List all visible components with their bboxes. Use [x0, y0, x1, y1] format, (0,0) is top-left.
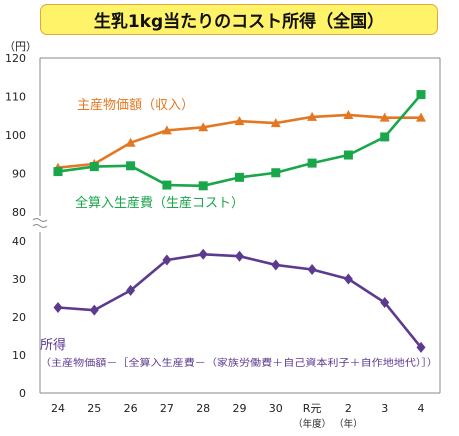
income-formula: （主産物価額－［全算入生産費－（家族労働費＋自己資本利子＋自作地地代）］）: [40, 357, 438, 369]
y-tick-label: 40: [12, 235, 26, 248]
data-point-cost: [198, 181, 208, 191]
plot-frame: [39, 57, 441, 394]
data-point-income: [235, 250, 244, 262]
x-tick-label: 28: [196, 402, 210, 415]
data-point-income: [162, 254, 172, 266]
x-tick-labels: 24 25 26 27 28 29 30 R元 （年度） 2 （年） 3 4: [51, 402, 425, 430]
series-income: [53, 248, 426, 353]
data-point-revenue: [379, 112, 390, 122]
data-point-revenue: [416, 112, 426, 122]
x-tick-label: 29: [233, 402, 247, 415]
data-point-cost: [53, 167, 63, 177]
data-point-cost: [162, 180, 172, 190]
data-point-revenue: [234, 116, 245, 126]
series-layer: [53, 90, 426, 353]
y-tick-label: 90: [12, 168, 26, 181]
series-cost: [53, 90, 426, 191]
y-tick-label: 0: [19, 387, 26, 400]
axis-break-mark: [32, 218, 48, 228]
x-tick-label: 30: [269, 402, 283, 415]
x-tick-label: R元: [303, 402, 322, 415]
y-unit-label: （円）: [4, 40, 37, 53]
data-point-income: [198, 248, 208, 260]
income-label: 所得: [40, 337, 66, 353]
data-point-cost: [89, 162, 99, 172]
data-point-cost: [235, 172, 244, 182]
x-tick-label: 3: [381, 402, 388, 415]
data-point-cost: [307, 158, 317, 168]
x-tick-sublabel: （年度）: [293, 418, 331, 430]
data-point-cost: [271, 168, 281, 178]
y-tick-label: 110: [5, 91, 26, 104]
x-tick-label: 4: [418, 402, 425, 415]
y-tick-label: 80: [12, 206, 26, 219]
data-point-cost: [416, 90, 426, 100]
y-tick-label: 120: [5, 52, 26, 65]
y-tick-label: 10: [12, 349, 26, 362]
data-point-cost: [343, 150, 353, 160]
y-tick-label: 100: [5, 129, 26, 142]
data-point-revenue: [161, 125, 172, 135]
data-point-income: [89, 304, 99, 316]
x-tick-label: 2: [345, 402, 352, 415]
chart-title: 生乳1kg当たりのコスト所得（全国）: [40, 4, 438, 35]
data-point-income: [380, 297, 390, 309]
data-point-revenue: [125, 137, 136, 147]
series-label-revenue: 主産物価額（収入）: [77, 97, 194, 113]
data-point-income: [126, 284, 136, 296]
lower-y-ticks: 40 30 20 10 0: [12, 235, 26, 400]
series-label-cost: 全算入生産費（生産コスト）: [75, 195, 244, 211]
upper-y-ticks: 120 110 100 90 80: [5, 52, 26, 219]
data-point-revenue: [198, 122, 209, 132]
series-revenue: [53, 109, 426, 172]
x-tick-label: 24: [51, 402, 65, 415]
data-point-revenue: [307, 111, 318, 121]
data-point-income: [307, 264, 317, 275]
x-tick-sublabel: （年）: [334, 418, 363, 430]
data-point-income: [271, 259, 281, 271]
data-point-income: [343, 273, 353, 285]
data-point-income: [416, 341, 426, 353]
data-point-revenue: [270, 118, 281, 128]
x-tick-label: 27: [160, 402, 174, 415]
series-line-income: [57, 253, 423, 349]
y-tick-label: 20: [12, 311, 26, 324]
x-tick-label: 26: [124, 402, 138, 415]
y-tick-label: 30: [12, 273, 26, 286]
data-point-cost: [380, 132, 390, 142]
data-point-cost: [126, 161, 136, 171]
x-tick-label: 25: [87, 402, 101, 415]
data-point-income: [53, 302, 63, 313]
data-point-revenue: [343, 109, 354, 119]
